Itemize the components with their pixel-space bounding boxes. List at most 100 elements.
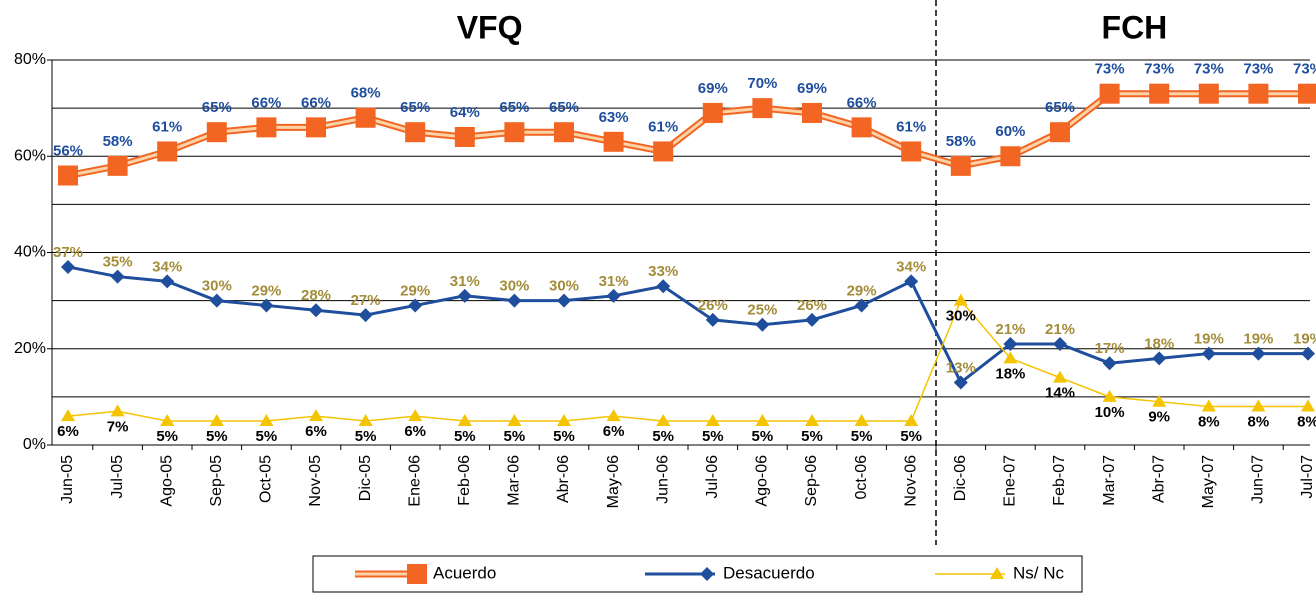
y-tick-label: 60% — [14, 147, 46, 164]
y-tick-label: 80% — [14, 51, 46, 68]
marker — [1152, 394, 1167, 407]
marker — [358, 413, 373, 426]
data-label: 19% — [1243, 331, 1273, 348]
marker — [107, 155, 128, 176]
marker — [755, 413, 770, 426]
x-tick-label: Sep-06 — [803, 455, 820, 507]
x-tick-label: 0ct-06 — [853, 455, 870, 500]
x-tick-label: Jul-05 — [109, 455, 126, 499]
x-tick-label: Ago-05 — [158, 455, 175, 507]
marker — [157, 141, 178, 162]
x-tick-label: May-07 — [1200, 455, 1217, 508]
marker — [209, 293, 224, 308]
marker — [1251, 399, 1266, 412]
marker — [1198, 83, 1219, 104]
data-label: 5% — [504, 428, 526, 445]
marker — [507, 293, 522, 308]
marker — [606, 409, 621, 422]
data-label: 30% — [549, 278, 579, 295]
y-tick-label: 20% — [14, 340, 46, 357]
marker — [457, 288, 472, 303]
data-label: 65% — [202, 99, 232, 116]
marker — [454, 127, 475, 147]
marker — [1248, 83, 1269, 104]
data-label: 27% — [351, 292, 381, 309]
x-tick-label: Jun-06 — [654, 455, 671, 504]
marker — [851, 117, 872, 138]
marker — [110, 269, 125, 284]
data-label: 65% — [549, 99, 579, 116]
data-label: 56% — [53, 142, 83, 159]
marker — [904, 274, 919, 289]
x-tick-label: Feb-06 — [456, 455, 473, 506]
marker — [990, 567, 1004, 579]
data-label: 19% — [1293, 331, 1316, 348]
data-label: 66% — [301, 94, 331, 111]
marker — [554, 122, 574, 143]
marker — [1149, 83, 1170, 104]
data-label: 34% — [896, 258, 926, 275]
data-label: 7% — [107, 418, 129, 435]
marker — [1152, 351, 1167, 366]
data-label: 5% — [851, 428, 873, 445]
x-tick-label: Jun-07 — [1250, 455, 1267, 504]
data-label: 19% — [1194, 331, 1224, 348]
data-label: 73% — [1194, 61, 1224, 78]
series-line — [67, 299, 1308, 422]
marker — [1251, 346, 1266, 361]
data-label: 18% — [1144, 335, 1174, 352]
marker — [61, 259, 75, 274]
marker — [358, 308, 373, 323]
marker — [752, 98, 773, 119]
x-tick-label: Mar-07 — [1101, 455, 1118, 506]
marker — [1102, 356, 1117, 371]
marker — [110, 404, 125, 417]
data-label: 6% — [305, 423, 327, 440]
data-label: 5% — [652, 428, 674, 445]
marker — [1003, 351, 1018, 364]
data-label: 66% — [251, 94, 281, 111]
data-label: 60% — [995, 123, 1025, 140]
marker — [504, 122, 525, 143]
data-label: 10% — [1095, 404, 1125, 421]
data-label: 65% — [400, 99, 430, 116]
x-tick-label: Nov-05 — [307, 455, 324, 507]
data-label: 61% — [648, 118, 678, 135]
marker — [705, 312, 720, 327]
x-tick-label: Ago-06 — [754, 455, 771, 507]
legend-label: Acuerdo — [433, 563, 496, 582]
x-tick-label: Mar-06 — [506, 455, 523, 506]
x-tick-label: Dic-06 — [952, 455, 969, 501]
data-label: 21% — [995, 321, 1025, 338]
data-label: 66% — [847, 94, 877, 111]
data-label: 8% — [1297, 413, 1316, 430]
y-tick-label: 0% — [23, 436, 46, 453]
data-label: 5% — [801, 428, 823, 445]
legend-label: Desacuerdo — [723, 563, 815, 582]
x-tick-label: Abr-06 — [555, 455, 572, 503]
marker — [656, 413, 671, 426]
data-label: 69% — [698, 80, 728, 97]
data-label: 5% — [206, 428, 228, 445]
data-label: 73% — [1095, 61, 1125, 78]
x-tick-label: Jul-06 — [704, 455, 721, 499]
x-tick-label: Ene-07 — [1002, 455, 1019, 507]
marker — [1201, 346, 1216, 361]
legend-label: Ns/ Nc — [1013, 563, 1065, 582]
x-tick-label: Jul-07 — [1299, 455, 1316, 499]
marker — [408, 298, 423, 313]
data-label: 5% — [355, 428, 377, 445]
x-tick-label: Oct-05 — [258, 455, 275, 503]
marker — [653, 141, 674, 162]
data-label: 5% — [702, 428, 724, 445]
x-tick-label: Jun-05 — [59, 455, 76, 504]
x-tick-label: Sep-05 — [208, 455, 225, 507]
marker — [407, 564, 427, 584]
data-label: 68% — [351, 85, 381, 102]
data-label: 8% — [1198, 413, 1220, 430]
marker — [408, 409, 423, 422]
data-label: 5% — [900, 428, 922, 445]
marker — [950, 155, 971, 176]
marker — [656, 279, 671, 294]
marker — [1053, 370, 1067, 383]
